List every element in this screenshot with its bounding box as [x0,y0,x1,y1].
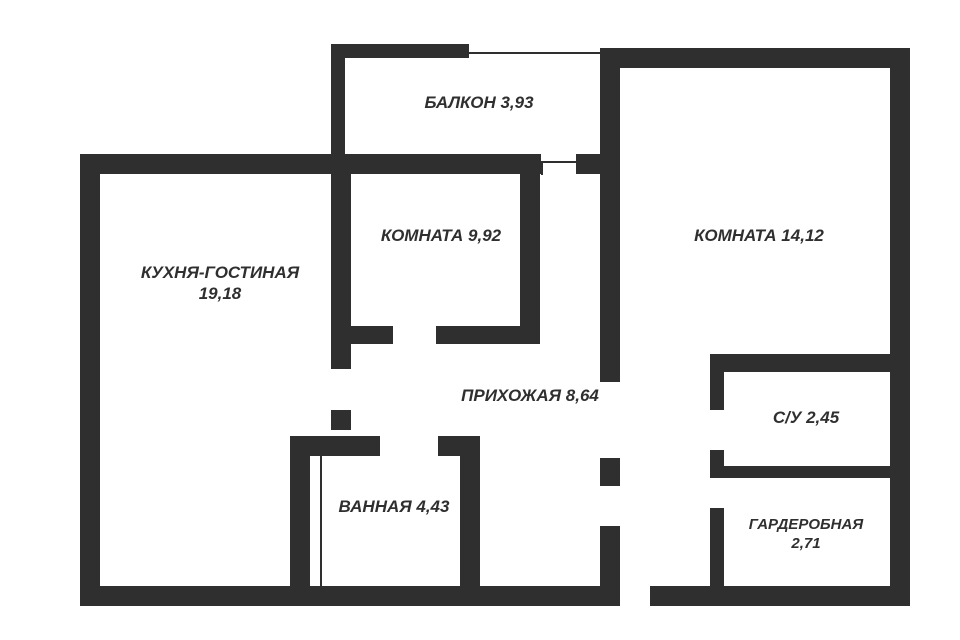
wall [710,354,724,410]
room-label-wardrobe: ГАРДЕРОБНАЯ 2,71 [726,516,886,554]
wall [650,586,910,606]
wall [520,326,540,344]
wall [331,44,345,166]
thin-line [469,52,600,54]
room-label-kitchen: КУХНЯ-ГОСТИНАЯ 19,18 [110,262,330,305]
wall [331,44,469,58]
wall [80,154,345,174]
room-label-hallway: ПРИХОЖАЯ 8,64 [430,385,630,406]
wall [710,466,910,478]
wall [460,436,480,606]
wall [600,458,620,486]
wall [331,154,541,174]
wall [710,508,724,606]
wall [600,154,620,376]
wall [600,526,620,606]
room-label-room2: КОМНАТА 14,12 [628,225,890,246]
thin-line [320,436,322,606]
wall [436,326,520,344]
wall [80,586,600,606]
wall [890,48,910,606]
floorplan-canvas: БАЛКОН 3,93 КОМНАТА 9,92 КОМНАТА 14,12 К… [0,0,960,640]
room-label-wc: С/У 2,45 [726,407,886,428]
wall [520,154,540,344]
wall [600,48,910,68]
wall [600,48,620,166]
wall [438,436,460,456]
wall [80,154,100,606]
room-label-balcony: БАЛКОН 3,93 [364,92,594,113]
wall [331,410,351,430]
thin-line [539,161,577,163]
wall [331,326,393,344]
wall [600,354,620,382]
room-label-bath: ВАННАЯ 4,43 [310,496,478,517]
wall [290,436,310,606]
wall [710,354,910,372]
room-label-room1: КОМНАТА 9,92 [348,225,534,246]
thin-line [541,161,543,175]
